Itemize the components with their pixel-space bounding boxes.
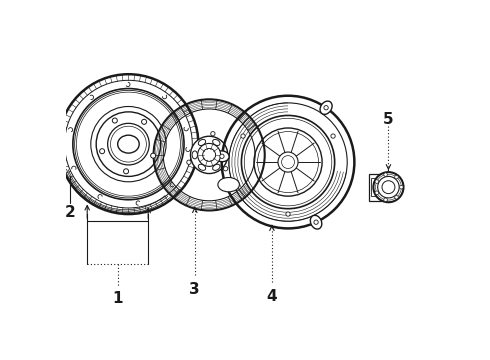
Circle shape <box>123 169 128 174</box>
Circle shape <box>197 143 220 166</box>
Circle shape <box>99 149 105 154</box>
Ellipse shape <box>118 135 139 153</box>
Circle shape <box>150 153 156 158</box>
Circle shape <box>153 99 265 211</box>
Circle shape <box>242 116 335 209</box>
Circle shape <box>96 112 161 176</box>
Circle shape <box>211 131 215 136</box>
Circle shape <box>375 191 379 194</box>
Circle shape <box>221 96 354 228</box>
Ellipse shape <box>198 139 206 145</box>
Circle shape <box>187 160 191 165</box>
Text: 4: 4 <box>267 289 277 304</box>
Circle shape <box>384 173 388 176</box>
Circle shape <box>112 118 117 123</box>
Circle shape <box>373 172 403 202</box>
Text: 5: 5 <box>383 112 394 126</box>
Circle shape <box>324 105 328 110</box>
Circle shape <box>203 148 216 161</box>
Circle shape <box>73 89 184 200</box>
Circle shape <box>366 165 411 210</box>
Ellipse shape <box>215 151 229 162</box>
Circle shape <box>191 136 228 174</box>
Circle shape <box>382 181 395 194</box>
Circle shape <box>331 134 335 138</box>
Circle shape <box>91 107 166 182</box>
Circle shape <box>142 119 147 124</box>
Circle shape <box>108 123 149 165</box>
Ellipse shape <box>320 101 332 114</box>
Text: 1: 1 <box>112 291 123 306</box>
Polygon shape <box>368 174 381 201</box>
Ellipse shape <box>192 151 197 159</box>
Circle shape <box>278 152 298 172</box>
Ellipse shape <box>221 151 226 159</box>
Circle shape <box>375 180 379 183</box>
Circle shape <box>254 128 322 196</box>
Text: 3: 3 <box>190 282 200 297</box>
Circle shape <box>58 74 198 214</box>
Circle shape <box>286 212 290 216</box>
Circle shape <box>241 134 245 138</box>
Circle shape <box>395 195 398 199</box>
Circle shape <box>314 220 318 224</box>
Circle shape <box>384 198 388 202</box>
Circle shape <box>399 185 403 189</box>
Circle shape <box>220 154 224 158</box>
Ellipse shape <box>218 177 240 192</box>
Circle shape <box>223 167 228 171</box>
Text: 2: 2 <box>65 205 76 220</box>
Polygon shape <box>370 178 379 196</box>
Circle shape <box>378 176 399 198</box>
Ellipse shape <box>198 164 206 170</box>
Ellipse shape <box>213 164 220 170</box>
Ellipse shape <box>310 215 322 229</box>
Circle shape <box>395 175 398 179</box>
Ellipse shape <box>213 139 220 145</box>
Circle shape <box>111 126 147 162</box>
